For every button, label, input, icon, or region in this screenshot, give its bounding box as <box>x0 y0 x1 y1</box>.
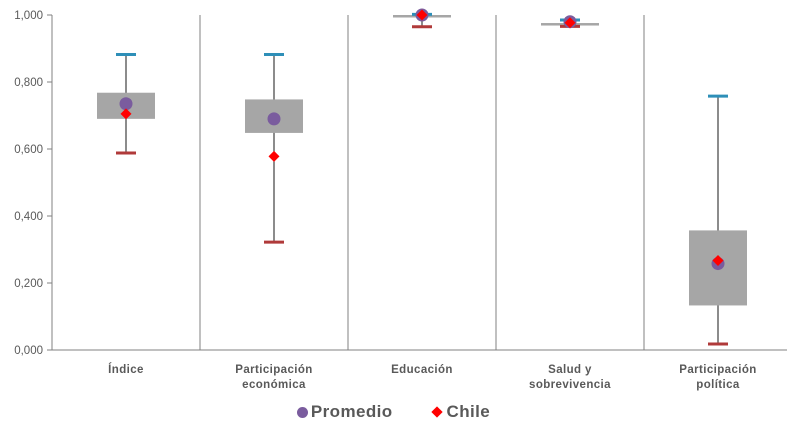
y-tick-label: 0,600 <box>14 144 43 156</box>
promedio-point <box>119 97 133 111</box>
legend: Promedio Chile <box>0 401 787 423</box>
x-category-label: política <box>696 379 740 391</box>
chile-point <box>564 17 576 29</box>
x-category-label: Salud y <box>548 364 592 376</box>
x-category-label: Participación <box>235 364 312 376</box>
x-category-label: Índice <box>108 363 144 376</box>
boxplot-chart: 0,000 0,200 0,400 0,600 0,800 1,000 Índice Part… <box>14 8 787 391</box>
x-category-label: Participación <box>679 364 756 376</box>
legend-label-promedio: Promedio <box>310 402 393 421</box>
x-category-label: económica <box>242 379 306 391</box>
promedio-marker-icon <box>296 406 308 418</box>
y-tick-label: 0,000 <box>14 345 43 357</box>
chile-marker-icon <box>430 406 443 418</box>
chile-point <box>268 150 280 162</box>
chile-point <box>416 9 428 21</box>
chile-point <box>712 255 724 267</box>
y-tick-label: 0,200 <box>14 278 43 290</box>
y-tick-label: 0,800 <box>14 77 43 89</box>
x-category-label: sobrevivencia <box>529 379 611 391</box>
y-tick-label: 1,000 <box>14 10 43 22</box>
y-tick-label: 0,400 <box>14 211 43 223</box>
legend-label-chile: Chile <box>446 402 491 421</box>
legend-item-promedio: Promedio <box>296 402 393 422</box>
chile-point <box>120 108 132 120</box>
promedio-point <box>267 112 281 126</box>
x-category-label: Educación <box>391 364 453 376</box>
legend-item-chile: Chile <box>430 402 491 422</box>
